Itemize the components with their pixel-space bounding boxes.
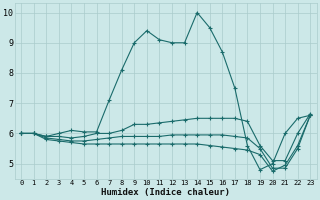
X-axis label: Humidex (Indice chaleur): Humidex (Indice chaleur) — [101, 188, 230, 197]
